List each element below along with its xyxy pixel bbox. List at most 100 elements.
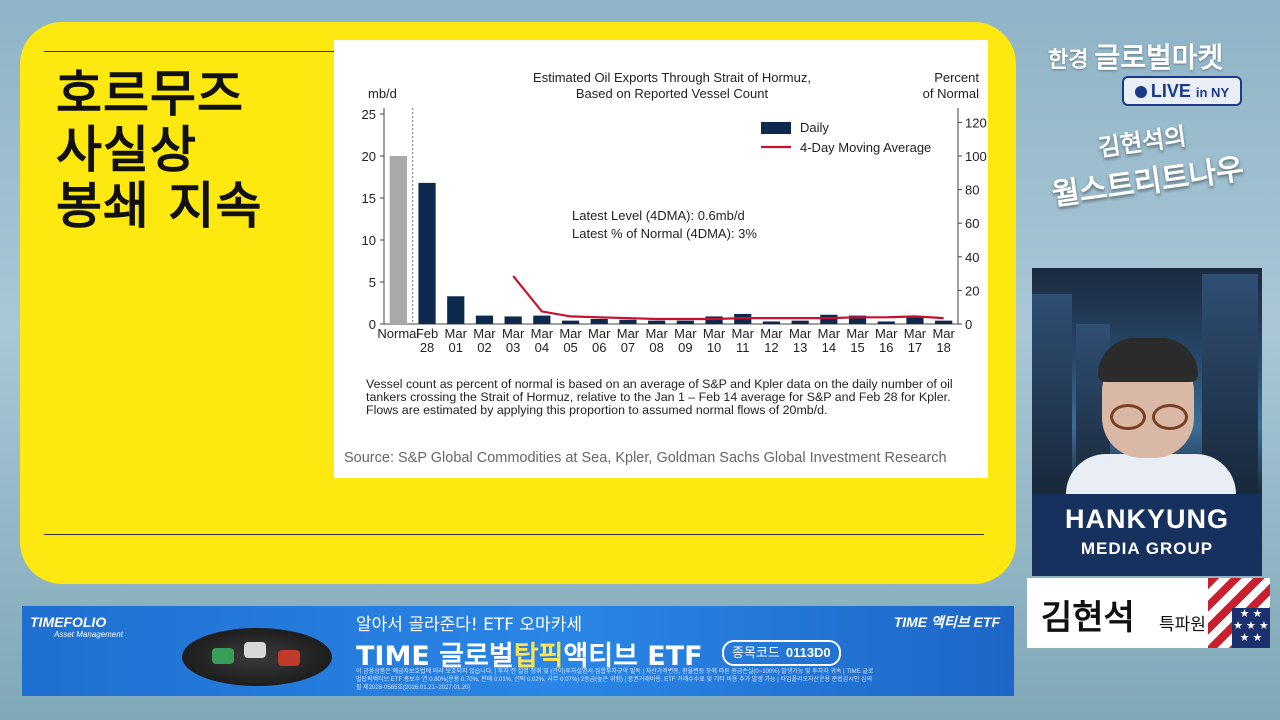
ad-product-part-2: 액티브 ETF: [563, 641, 703, 672]
us-flag-icon: ★ ★ ★ ★ ★ ★ ★: [1208, 578, 1270, 648]
x-tick-label: Mar: [445, 326, 468, 341]
x-tick-label: Mar: [645, 326, 668, 341]
x-tick-label: Mar: [875, 326, 898, 341]
top-rule: [44, 51, 334, 52]
x-tick-label: 13: [793, 340, 807, 355]
annotation-latest-level: Latest Level (4DMA): 0.6mb/d: [572, 208, 745, 223]
daily-bar: [590, 318, 608, 324]
x-tick-label: 04: [535, 340, 549, 355]
x-tick-label: Feb: [416, 326, 438, 341]
moving-average-line: [512, 275, 944, 321]
headline: 호르무즈 사실상 봉쇄 지속: [56, 66, 262, 234]
x-tick-label: Mar: [904, 326, 927, 341]
annotation-latest-percent: Latest % of Normal (4DMA): 3%: [572, 226, 757, 241]
x-tick-label: 07: [621, 340, 635, 355]
x-tick-label: 12: [764, 340, 778, 355]
x-tick-label: Mar: [502, 326, 525, 341]
time-active-etf-logo: TIME 액티브 ETF: [893, 614, 1000, 630]
daily-bar: [676, 320, 694, 324]
show-title: 김현석의 월스트리트나우: [1036, 108, 1255, 215]
daily-bar: [418, 182, 436, 324]
headline-line-3: 봉쇄 지속: [56, 177, 263, 235]
daily-bar: [791, 320, 809, 324]
x-tick-label: Mar: [818, 326, 841, 341]
legend-daily-swatch: [761, 122, 791, 134]
x-tick-label: 16: [879, 340, 893, 355]
daily-bar: [619, 319, 637, 324]
live-dot-icon: [1134, 86, 1147, 98]
x-tick-label: Mar: [674, 326, 697, 341]
reporter-name: 김현석: [1041, 598, 1135, 638]
legend-ma-label: 4-Day Moving Average: [800, 140, 931, 155]
x-tick-label: Mar: [617, 326, 640, 341]
daily-bar: [504, 316, 522, 324]
ad-product-name: TIME 글로벌탑픽액티브 ETF: [356, 634, 703, 673]
left-tick-label: 15: [362, 191, 376, 206]
media-group-line-1: HANKYUNG: [1064, 504, 1229, 534]
x-tick-label: 10: [707, 340, 721, 355]
ad-product-part-1: TIME 글로벌: [356, 641, 514, 672]
oil-exports-chart: Estimated Oil Exports Through Strait of …: [362, 70, 987, 355]
reporter-rank: 특파원: [1159, 615, 1206, 635]
x-tick-label: Mar: [732, 326, 755, 341]
x-tick-label: Normal: [377, 326, 419, 341]
x-tick-label: Mar: [559, 326, 582, 341]
live-label: LIVE: [1150, 81, 1191, 101]
legend-daily-label: Daily: [800, 120, 829, 135]
reporter-body: [1066, 454, 1236, 494]
headline-line-1: 호르무즈: [56, 65, 244, 123]
daily-bar: [561, 320, 580, 324]
etf-ad-banner[interactable]: TIMEFOLIO Asset Management 알아서 골라준다! ETF…: [22, 606, 1014, 696]
right-tick-label: 40: [965, 250, 979, 265]
x-tick-label: 05: [563, 340, 577, 355]
daily-bar: [447, 296, 465, 324]
media-group-plate: HANKYUNG MEDIA GROUP: [1032, 494, 1262, 576]
chart-note: Vessel count as percent of normal is bas…: [366, 377, 953, 417]
x-tick-label: 06: [592, 340, 606, 355]
ad-fine-print: 이 금융상품은 예금자보호법에 따라 보호되지 않습니다. | 투자 전 설명 …: [356, 669, 874, 691]
x-tick-label: Mar: [760, 326, 783, 341]
headline-line-2: 사실상: [56, 121, 197, 179]
x-tick-label: 28: [420, 340, 434, 355]
left-tick-label: 10: [362, 233, 376, 248]
left-tick-label: 5: [369, 275, 376, 290]
left-axis-unit: mb/d: [368, 86, 397, 101]
food-plate-image: [182, 628, 332, 686]
right-tick-label: 100: [965, 149, 987, 164]
x-tick-label: 11: [736, 340, 750, 355]
daily-bar: [648, 320, 666, 324]
ad-ticker-value: 0113D0: [785, 645, 831, 660]
chart-panel: Estimated Oil Exports Through Strait of …: [334, 40, 988, 478]
reporter-video-feed: [1032, 268, 1262, 494]
reporter-hair: [1098, 338, 1198, 382]
ad-ticker-code: 종목코드 0113D0: [722, 640, 841, 666]
timefolio-logo: TIMEFOLIO Asset Management: [30, 614, 123, 639]
chart-title: Estimated Oil Exports Through Strait of …: [533, 70, 811, 85]
normal-bar: [389, 156, 407, 324]
x-tick-label: 14: [822, 340, 836, 355]
x-tick-label: Mar: [531, 326, 554, 341]
x-tick-label: 09: [678, 340, 692, 355]
right-tick-label: 60: [965, 216, 979, 231]
live-badge: LIVE in NY: [1122, 76, 1242, 106]
program-brand: 한경 글로벌마켓: [1048, 36, 1223, 76]
x-tick-label: Mar: [703, 326, 726, 341]
x-tick-label: 15: [850, 340, 864, 355]
right-tick-label: 80: [965, 183, 979, 198]
chart-subtitle: Based on Reported Vessel Count: [576, 86, 769, 101]
x-tick-label: 01: [449, 340, 463, 355]
brand-name: 글로벌마켓: [1094, 41, 1224, 74]
x-tick-label: 02: [477, 340, 491, 355]
daily-bar: [705, 316, 723, 324]
daily-bar: [848, 315, 867, 324]
x-tick-label: Mar: [932, 326, 955, 341]
live-location: in NY: [1195, 85, 1230, 100]
left-tick-label: 20: [362, 149, 376, 164]
bottom-rule: [44, 534, 984, 535]
brand-lead: 한경: [1048, 47, 1089, 73]
daily-bar: [877, 321, 895, 324]
left-tick-label: 0: [369, 317, 376, 332]
ad-product-highlight: 탑픽: [513, 641, 564, 672]
x-tick-label: 17: [908, 340, 922, 355]
x-tick-label: 18: [936, 340, 950, 355]
